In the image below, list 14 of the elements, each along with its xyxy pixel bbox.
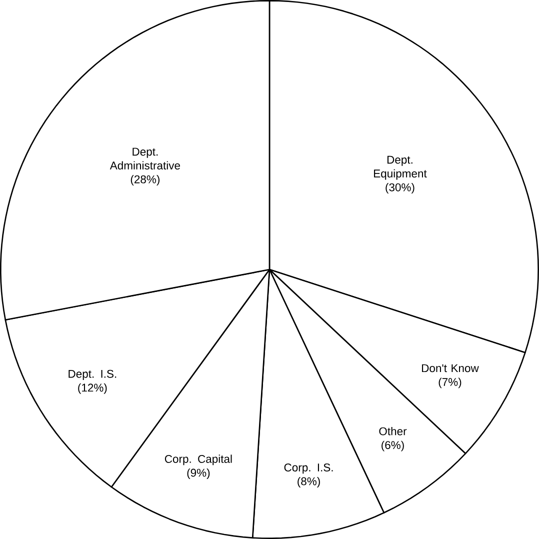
slice-label: Don't Know [422, 364, 479, 372]
data-label: (28%) [130, 175, 160, 186]
slice-label: Dept. Equipment [374, 156, 427, 180]
slice-label: Corp. Capital [164, 454, 232, 466]
data-label: (9%) [187, 468, 210, 479]
slice-label: Dept. I.S. [68, 370, 116, 380]
data-label: (8%) [298, 477, 320, 488]
slice-label: Dept. Administrative [110, 148, 180, 170]
data-label: (30%) [386, 183, 414, 194]
data-label: (7%) [438, 378, 462, 388]
slice-label: Corp. I.S. [284, 464, 333, 474]
data-label: (12%) [78, 383, 107, 394]
data-label: (6%) [382, 440, 404, 452]
slice-label: Other [379, 427, 407, 436]
